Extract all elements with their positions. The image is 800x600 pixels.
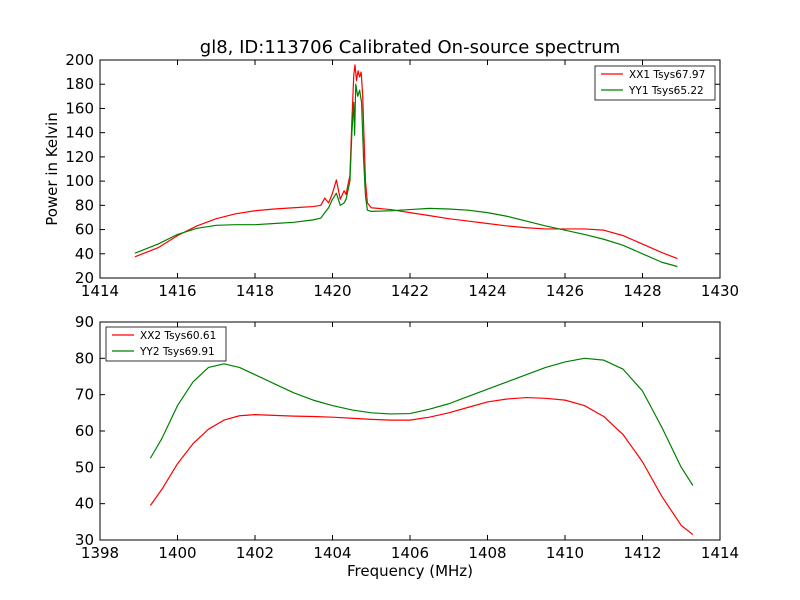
y-tick-label-top: 120 [65, 148, 94, 166]
chart-top-frame [99, 59, 721, 279]
chart-bottom-frame [99, 321, 721, 541]
chart-bottom-series-group [149, 357, 694, 536]
chart-top-title: gl8, ID:113706 Calibrated On-source spec… [200, 37, 620, 58]
y-tick-label-bottom: 40 [75, 495, 94, 513]
y-tick-label-top: 100 [65, 172, 94, 190]
x-tick-label-top: 1422 [391, 282, 429, 300]
chart-top-ylabel: Power in Kelvin [43, 112, 61, 226]
legend-bottom-label-yy2: YY2 Tsys69.91 [139, 346, 215, 358]
chart-bottom-legend-box [105, 326, 227, 362]
y-tick-label-bottom: 70 [75, 386, 94, 404]
y-tick-label-top: 20 [75, 269, 94, 287]
chart-bottom: Frequency (MHz) 1398 1400 1402 1404 1406 1408… [75, 313, 739, 580]
y-tick-label-top: 200 [65, 51, 94, 69]
x-tick-label-top: 1420 [313, 282, 351, 300]
x-tick-label-top: 1424 [468, 282, 506, 300]
y-tick-label-bottom: 30 [75, 531, 94, 549]
y-tick-label-bottom: 80 [75, 349, 94, 367]
x-tick-label-bottom: 1402 [236, 544, 274, 562]
y-tick-label-top: 180 [65, 75, 94, 93]
chart-bottom-xlabel: Frequency (MHz) [347, 562, 473, 580]
chart-top-series-group [134, 64, 678, 268]
y-tick-label-top: 160 [65, 99, 94, 117]
chart-top-legend-box [594, 65, 716, 101]
legend-top-label-xx1: XX1 Tsys67.97 [629, 69, 705, 81]
series-line-top-0 [134, 64, 678, 260]
chart-top: gl8, ID:113706 Calibrated On-source spec… [43, 37, 739, 300]
y-tick-label-bottom: 50 [75, 458, 94, 476]
x-tick-label-top: 1430 [701, 282, 739, 300]
x-tick-label-bottom: 1412 [623, 544, 661, 562]
y-tick-label-top: 80 [75, 196, 94, 214]
series-line-top-1 [134, 83, 678, 268]
y-tick-label-bottom: 60 [75, 422, 94, 440]
x-tick-label-top: 1426 [546, 282, 584, 300]
y-tick-label-top: 40 [75, 245, 94, 263]
chart-bottom-legend: XX2 Tsys60.61 YY2 Tsys69.91 [105, 326, 227, 362]
y-tick-label-top: 60 [75, 221, 94, 239]
y-tick-label-bottom: 90 [75, 313, 94, 331]
x-tick-label-top: 1428 [623, 282, 661, 300]
y-tick-label-top: 140 [65, 124, 94, 142]
legend-top-label-yy1: YY1 Tsys65.22 [628, 85, 704, 97]
x-tick-label-bottom: 1398 [81, 544, 119, 562]
x-tick-label-bottom: 1408 [468, 544, 506, 562]
x-tick-label-bottom: 1400 [158, 544, 196, 562]
x-tick-label-bottom: 1406 [391, 544, 429, 562]
x-tick-label-top: 1418 [236, 282, 274, 300]
chart-bottom-ticks-group: 1398 1400 1402 1404 1406 1408 1410 1412 1414 30 40… [75, 313, 739, 562]
chart-top-legend: XX1 Tsys67.97 YY1 Tsys65.22 [594, 65, 716, 101]
series-line-bottom-1 [149, 357, 694, 486]
x-tick-label-top: 1416 [158, 282, 196, 300]
chart-top-ticks-group: 1414 1416 1418 1420 1422 1424 1426 1428 1430 20 40… [65, 51, 739, 300]
legend-bottom-label-xx2: XX2 Tsys60.61 [140, 330, 216, 342]
x-tick-label-bottom: 1404 [313, 544, 351, 562]
x-tick-label-bottom: 1414 [701, 544, 739, 562]
x-tick-label-top: 1414 [81, 282, 119, 300]
series-line-bottom-0 [149, 396, 694, 536]
x-tick-label-bottom: 1410 [546, 544, 584, 562]
